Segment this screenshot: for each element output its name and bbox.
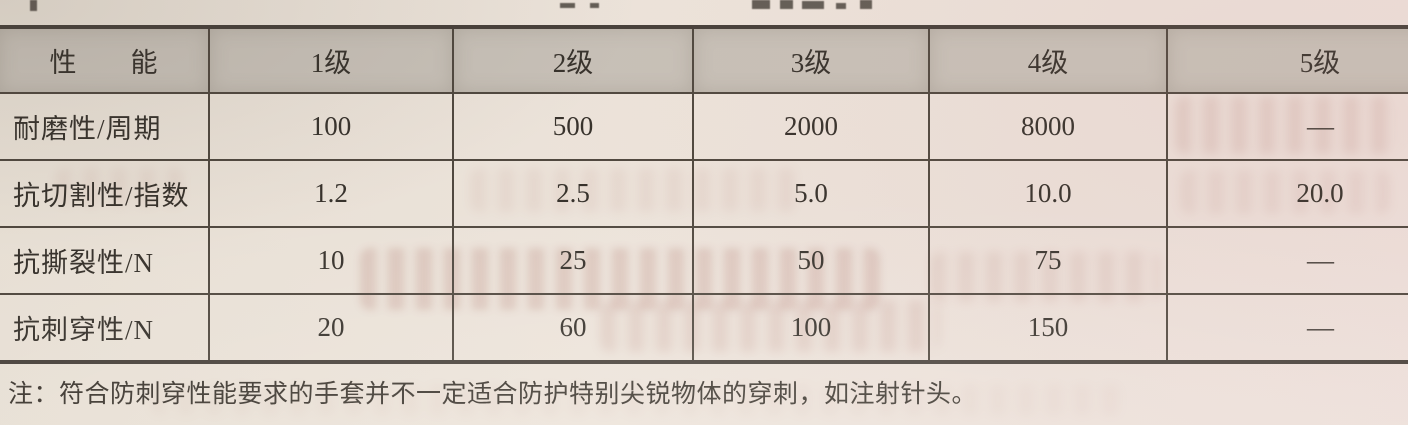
- table-cell: 150: [928, 293, 1168, 363]
- row-label: 抗切割性/指数: [0, 159, 210, 228]
- table-row-abrasion: 耐磨性/周期 100 500 2000 8000 —: [0, 92, 1408, 161]
- table-cell: 20: [208, 293, 454, 363]
- table-cell: 100: [692, 293, 930, 363]
- performance-level-table: 性 能 1级 2级 3级 4级 5级 耐磨性/周期 100 500 2000 8…: [0, 25, 1408, 364]
- header-cell-level-2: 2级: [452, 26, 694, 94]
- table-cell: 25: [452, 226, 694, 295]
- bleed-through-artifact: [150, 385, 1130, 415]
- table-cell: 1.2: [208, 159, 454, 228]
- cropped-title-fragment: [836, 3, 846, 9]
- table-cell: 500: [452, 92, 694, 161]
- table-cell: 60: [452, 293, 694, 363]
- header-cell-property: 性 能: [0, 26, 210, 94]
- cropped-title-fragment: [30, 0, 37, 11]
- cropped-title-fragment: [780, 0, 793, 9]
- table-row-tear: 抗撕裂性/N 10 25 50 75 —: [0, 226, 1408, 295]
- table-row-puncture: 抗刺穿性/N 20 60 100 150 —: [0, 293, 1408, 363]
- table-cell: —: [1166, 226, 1408, 295]
- table-cell: —: [1166, 293, 1408, 363]
- row-label: 抗刺穿性/N: [0, 293, 210, 363]
- table-cell: 2000: [692, 92, 930, 161]
- table-cell: 2.5: [452, 159, 694, 228]
- table-header-row: 性 能 1级 2级 3级 4级 5级: [0, 26, 1408, 94]
- cropped-title-fragment: [860, 0, 872, 9]
- cropped-title-fragment: [752, 0, 770, 9]
- cropped-title-fragment: [590, 3, 599, 8]
- cropped-title-fragment: [802, 1, 824, 9]
- table-footnote: 注：符合防刺穿性能要求的手套并不一定适合防护特别尖锐物体的穿刺，如注射针头。: [8, 381, 978, 408]
- table-cell: 10: [208, 226, 454, 295]
- row-label: 耐磨性/周期: [0, 92, 210, 161]
- header-cell-level-1: 1级: [208, 26, 454, 94]
- cropped-title-fragment: [560, 3, 575, 8]
- header-cell-level-5: 5级: [1166, 26, 1408, 94]
- table-cell: —: [1166, 92, 1408, 161]
- table-cell: 50: [692, 226, 930, 295]
- table-cell: 100: [208, 92, 454, 161]
- table-cell: 10.0: [928, 159, 1168, 228]
- row-label: 抗撕裂性/N: [0, 226, 210, 295]
- table-row-cut: 抗切割性/指数 1.2 2.5 5.0 10.0 20.0: [0, 159, 1408, 228]
- table-cell: 8000: [928, 92, 1168, 161]
- header-cell-level-3: 3级: [692, 26, 930, 94]
- table-cell: 20.0: [1166, 159, 1408, 228]
- header-cell-level-4: 4级: [928, 26, 1168, 94]
- table-cell: 5.0: [692, 159, 930, 228]
- table-cell: 75: [928, 226, 1168, 295]
